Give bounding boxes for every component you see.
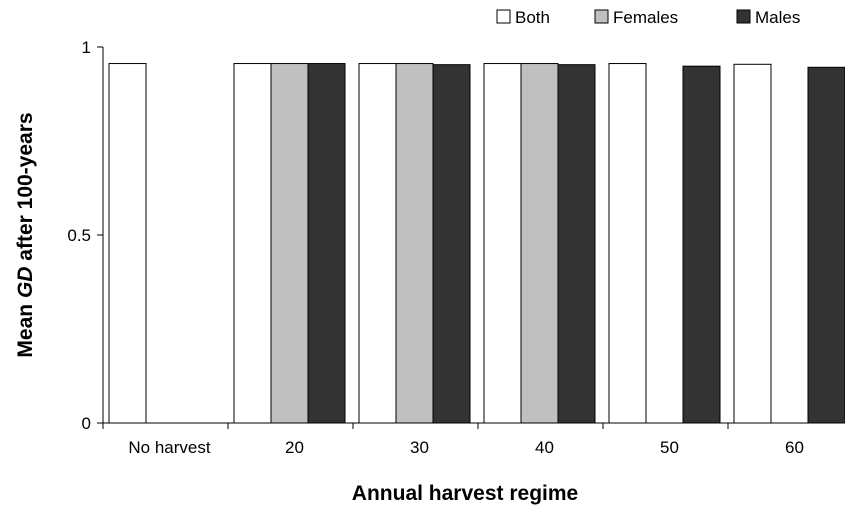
y-axis-title: Mean GD after 100-years xyxy=(14,112,37,357)
bar-both-4 xyxy=(608,63,647,424)
x-tick-label-3: 40 xyxy=(535,438,554,457)
x-tick-label-0: No harvest xyxy=(128,438,210,457)
bar-both-5 xyxy=(733,63,772,424)
bar-males-1 xyxy=(307,63,346,424)
bar-both-3 xyxy=(483,63,522,424)
legend-swatch-males xyxy=(736,9,751,24)
bar-males-4 xyxy=(682,65,721,424)
bar-females-1 xyxy=(270,63,309,424)
y-tick-label-2: 1 xyxy=(82,38,91,57)
y-axis-title-part-3: after 100-years xyxy=(14,112,37,266)
y-axis-title-part-1: Mean xyxy=(14,298,37,358)
x-tick-label-2: 30 xyxy=(410,438,429,457)
bar-males-3 xyxy=(557,64,596,424)
x-tick-label-1: 20 xyxy=(285,438,304,457)
x-axis-title: Annual harvest regime xyxy=(352,482,578,505)
y-tick-label-1: 0.5 xyxy=(67,226,91,245)
y-tick-label-0: 0 xyxy=(82,414,91,433)
x-ticks: No harvest 20 30 40 50 60 xyxy=(102,423,804,457)
x-tick-label-4: 50 xyxy=(660,438,679,457)
bar-females-2 xyxy=(395,63,434,424)
legend-swatch-both xyxy=(496,9,511,24)
y-ticks: 00.51 xyxy=(67,38,103,433)
bar-males-2 xyxy=(432,64,471,424)
y-axis-title-part-2: GD xyxy=(14,267,37,299)
legend-label-females: Females xyxy=(613,8,678,27)
legend: Both Females Males xyxy=(496,8,800,27)
legend-label-males: Males xyxy=(755,8,800,27)
bars-layer xyxy=(108,63,845,424)
bar-both-1 xyxy=(233,63,272,424)
bar-both-0 xyxy=(108,63,147,424)
bar-both-2 xyxy=(358,63,397,424)
legend-swatch-females xyxy=(594,9,609,24)
bar-males-5 xyxy=(807,66,845,424)
x-tick-label-5: 60 xyxy=(785,438,804,457)
legend-label-both: Both xyxy=(515,8,550,27)
bar-females-3 xyxy=(520,63,559,424)
